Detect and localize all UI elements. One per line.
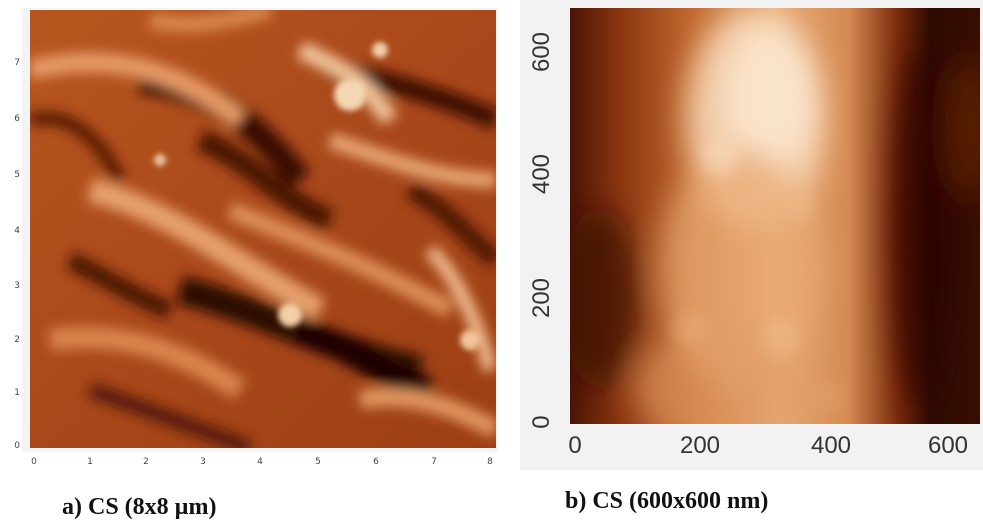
afm-image-b [570, 8, 980, 424]
caption-panel-b: b) CS (600x600 nm) [565, 488, 769, 514]
afm-image-a [30, 10, 496, 448]
x-tick-a-8: 8 [487, 457, 493, 467]
x-tick-a-6: 6 [373, 457, 379, 467]
y-tick-a-4: 4 [14, 226, 20, 236]
x-tick-b-200: 200 [679, 432, 721, 459]
y-tick-a-0: 0 [14, 441, 20, 451]
x-tick-a-1: 1 [87, 457, 93, 467]
afm-panel-b: 0 200 400 600 0 200 400 600 [520, 0, 983, 470]
x-tick-b-0: 0 [568, 432, 582, 459]
y-tick-a-6: 6 [14, 114, 20, 124]
x-tick-a-3: 3 [200, 457, 206, 467]
x-tick-b-400: 400 [810, 432, 852, 459]
caption-panel-a: a) CS (8x8 µm) [62, 494, 217, 520]
y-tick-a-5: 5 [14, 170, 20, 180]
x-tick-a-2: 2 [143, 457, 149, 467]
x-tick-a-5: 5 [315, 457, 321, 467]
y-tick-b-400: 400 [528, 153, 555, 195]
x-tick-a-0: 0 [31, 457, 37, 467]
x-tick-b-600: 600 [927, 432, 969, 459]
y-tick-a-2: 2 [14, 335, 20, 345]
y-tick-a-1: 1 [14, 388, 20, 398]
y-tick-b-600: 600 [528, 31, 555, 73]
y-tick-a-7: 7 [14, 58, 20, 68]
y-tick-a-3: 3 [14, 281, 20, 291]
x-tick-a-4: 4 [257, 457, 263, 467]
x-tick-a-7: 7 [431, 457, 437, 467]
afm-panel-a: 0 1 2 3 4 5 6 7 0 1 2 3 4 5 6 7 8 [0, 0, 500, 470]
y-tick-b-200: 200 [528, 277, 555, 319]
